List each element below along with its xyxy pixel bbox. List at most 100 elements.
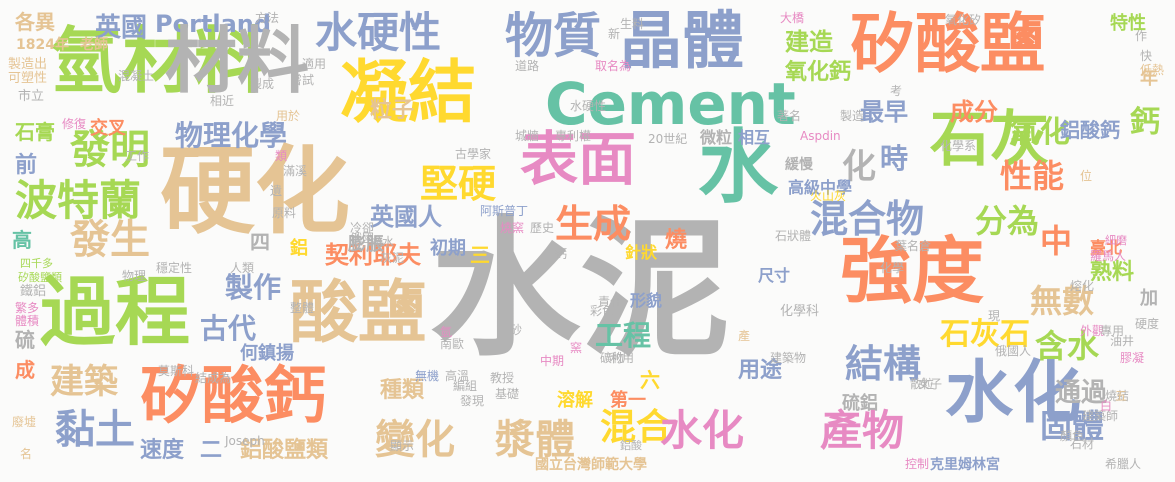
word-163: 著名 [777, 109, 802, 123]
word-174: 原料 [272, 206, 297, 220]
word-99: 修復 [62, 117, 87, 131]
word-119: 阿斯普丁 [480, 204, 529, 218]
word-114: 古學家 [455, 147, 492, 161]
word-88: 前 [15, 153, 38, 178]
word-45: 鋁酸鈣 [1060, 118, 1120, 142]
word-40: 1824年 [16, 37, 69, 53]
word-37: 英國 [95, 13, 148, 43]
word-83: 熟料 [1090, 260, 1135, 285]
word-111: 城牆 [515, 129, 540, 143]
word-66: 溶解 [557, 390, 593, 411]
word-47: 結構 [845, 342, 922, 386]
word-32: 最早 [860, 98, 908, 126]
word-189: 位 [1080, 169, 1093, 183]
word-141: 女子 [918, 377, 943, 391]
word-191: 白 [1100, 399, 1113, 413]
word-139: 利用 [610, 351, 635, 365]
word-21: 堅硬 [420, 162, 497, 206]
word-130: 鋁酸 [620, 439, 642, 452]
word-125: 羅馬人 [1090, 249, 1127, 263]
word-101: 四千多 [20, 257, 53, 270]
word-117: 緩慢 [785, 157, 813, 173]
word-35: 粒子 [370, 98, 415, 123]
word-182: 發現 [460, 394, 485, 408]
word-121: 歷史 [530, 221, 555, 235]
word-24: 分為 [975, 202, 1040, 240]
word-126: 化學科 [780, 304, 820, 319]
word-179: 冷卻 [350, 221, 375, 235]
word-89: 石膏 [15, 120, 55, 144]
word-72: 硫鋁 [842, 393, 878, 414]
word-132: 教授 [490, 371, 515, 385]
word-118: 火山灰 [810, 189, 847, 203]
word-49: 含水 [1035, 327, 1100, 365]
word-162: 混凝土 [118, 69, 155, 83]
word-8: 晶體 [620, 4, 745, 77]
word-166: 快 [1140, 49, 1153, 63]
word-194: 產 [738, 329, 751, 343]
word-55: 建築 [50, 362, 118, 402]
word-69: 鋁酸鹽類 [240, 438, 329, 463]
word-91: 高 [12, 228, 32, 252]
word-102: 矽酸鹽類 [18, 271, 62, 284]
word-143: 石材 [1070, 437, 1095, 451]
word-20: 發生 [70, 217, 150, 263]
word-154: 大橋 [780, 11, 805, 25]
word-193: 鈣 [555, 247, 568, 261]
word-5: 氫材料 [50, 19, 267, 103]
word-4: 過程 [40, 268, 191, 356]
word-147: 專用 [1100, 324, 1125, 338]
word-104: 穩定性 [156, 261, 193, 275]
word-96: 製造出 [8, 57, 48, 72]
word-176: 類 [275, 149, 288, 163]
word-136: 高溫 [445, 369, 470, 383]
word-127: 國立台灣師範大學 [535, 457, 647, 473]
word-51: 製作 [225, 271, 282, 304]
word-52: 古代 [200, 312, 257, 345]
word-146: 散粒 [910, 377, 935, 391]
word-103: 物理 [122, 269, 147, 283]
word-90: 交叉 [90, 118, 126, 139]
word-180: 灰泥 [380, 251, 405, 265]
word-173: 遺 [270, 184, 283, 198]
word-71: Joseph [225, 434, 265, 448]
word-133: 結成為 [195, 371, 232, 385]
word-100: 工作 [125, 149, 150, 163]
word-44: 年 [1140, 68, 1158, 89]
word-81: 燒 [665, 228, 688, 253]
word-42: 方法 [255, 11, 280, 25]
word-19: 波特蘭 [15, 176, 142, 225]
word-68: 速度 [140, 438, 185, 463]
word-34: 氧化鈣 [785, 60, 852, 85]
word-58: 混合 [600, 407, 673, 448]
word-129: 希臘人 [1105, 457, 1142, 471]
word-144: 顏色 [1060, 429, 1085, 443]
word-178: 摻水 [370, 235, 395, 249]
word-109: 廢墟 [12, 415, 37, 429]
word-185: 責任 [598, 295, 623, 309]
word-113: 20世紀 [648, 132, 688, 146]
word-94: 何鎮揚 [240, 343, 294, 364]
word-149: 硬度 [1135, 317, 1160, 331]
word-27: 氧化 [1010, 115, 1070, 150]
word-196: 顯示 [390, 439, 415, 453]
word-98: 市立 [18, 89, 45, 104]
word-6: 材料 [165, 19, 310, 103]
word-92: 硫 [15, 328, 35, 352]
word-158: 嘗試 [290, 73, 315, 87]
word-59: 水化 [660, 406, 745, 455]
word-112: 專利權 [555, 129, 592, 143]
word-33: 成分 [950, 98, 998, 126]
word-138: 中期 [540, 354, 565, 368]
word-106: 繁多 [15, 301, 40, 315]
word-57: 漿體 [495, 417, 575, 463]
word-50: 契利耶夫 [325, 241, 421, 269]
word-172: 新 [608, 27, 621, 41]
word-115: Aspdin [800, 129, 841, 143]
word-97: 可塑性 [8, 71, 48, 86]
word-192: 砂 [510, 323, 523, 337]
word-108: 名 [20, 447, 33, 461]
word-82: 高級中學 [788, 178, 853, 197]
word-142: 外觀 [1080, 324, 1105, 338]
word-61: 固體 [1040, 407, 1105, 445]
